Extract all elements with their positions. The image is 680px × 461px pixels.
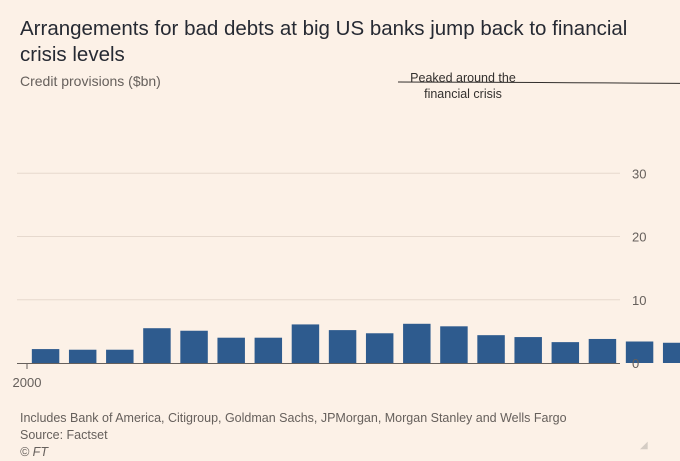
gridlines (17, 172, 620, 301)
chart-title: Arrangements for bad debts at big US ban… (20, 17, 628, 66)
bar (143, 328, 171, 363)
bar (180, 330, 208, 363)
annotation-text: Peaked around the (410, 71, 516, 85)
bar (254, 337, 283, 363)
bar (551, 342, 580, 363)
annotation-text: financial crisis (424, 87, 502, 101)
footer-source: Source: Factset (20, 428, 108, 442)
bar (625, 341, 654, 363)
y-axis: 0 10 20 30 (632, 166, 646, 371)
bar (106, 349, 134, 363)
bar (514, 337, 542, 363)
y-tick-label: 20 (632, 230, 646, 245)
bars (31, 323, 680, 363)
bar (291, 324, 320, 363)
bar (403, 323, 431, 363)
bar (440, 326, 468, 363)
bar (328, 330, 357, 363)
bar (588, 338, 617, 363)
footer: Includes Bank of America, Citigroup, Gol… (20, 410, 567, 461)
bar (365, 333, 394, 363)
y-axis-label: Credit provisions ($bn) (20, 73, 161, 89)
resize-handle-icon: ◢ (640, 440, 648, 451)
annotation: Peaked around the financial crisis (397, 71, 680, 101)
bar (477, 335, 505, 363)
bar (662, 342, 680, 363)
y-tick-label: 30 (632, 166, 646, 181)
x-axis: 20002005201020152020 (13, 363, 42, 390)
bar (31, 349, 60, 363)
bar (217, 337, 245, 363)
footer-note: Includes Bank of America, Citigroup, Gol… (20, 411, 567, 425)
y-tick-label: 10 (632, 293, 646, 308)
footer-copyright: © FT (20, 445, 48, 459)
x-tick-label: 2000 (13, 375, 42, 390)
y-tick-label: 0 (632, 356, 639, 371)
bar (68, 349, 97, 363)
